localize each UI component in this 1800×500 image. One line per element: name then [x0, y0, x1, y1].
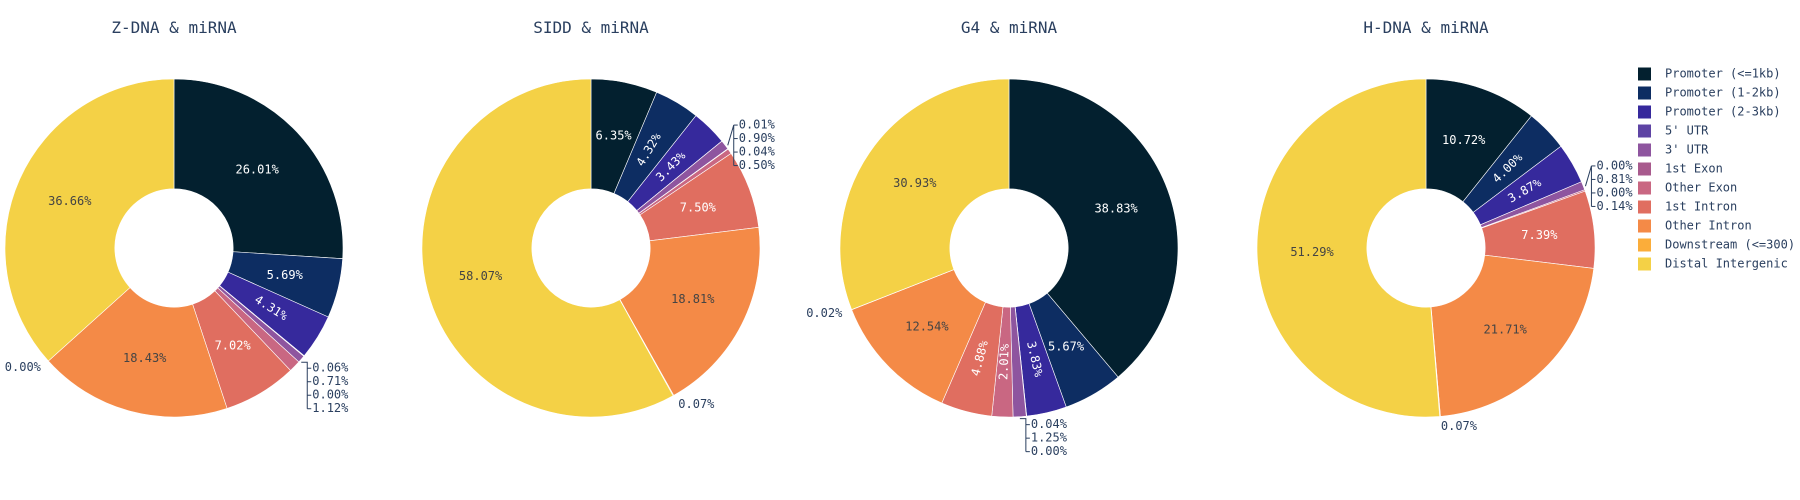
slice-label-downstream-300: 0.00%	[5, 360, 42, 374]
legend-swatch	[1638, 181, 1651, 195]
slice-label-other-intron: 21.71%	[1484, 323, 1528, 337]
legend-label: Other Exon	[1665, 181, 1737, 195]
legend-swatch	[1638, 200, 1651, 214]
pie-slice-other-intron[interactable]	[851, 269, 986, 404]
slice-label-1st-exon: 0.00%	[312, 388, 349, 402]
chart-title: G4 & miRNA	[961, 18, 1058, 37]
pie-slice-other-intron[interactable]	[1430, 254, 1595, 417]
pie-slice-promoter-1kb[interactable]	[1008, 78, 1179, 378]
slice-label-other-exon: 2.01%	[996, 343, 1011, 380]
legend-swatch	[1638, 219, 1651, 233]
slice-label-1st-intron: 7.39%	[1521, 228, 1558, 242]
legend-label: Other Intron	[1665, 219, 1752, 233]
legend-swatch	[1638, 86, 1651, 100]
pie-slice-distal-intergenic[interactable]	[1256, 78, 1441, 418]
legend-item-promoter-2-3kb[interactable]: Promoter (2-3kb)	[1638, 105, 1781, 119]
legend-swatch	[1638, 143, 1651, 157]
slice-label-5-utr: 0.00%	[1596, 158, 1633, 172]
slice-label-5-utr: 0.04%	[1031, 417, 1068, 431]
slice-label-distal-intergenic: 36.66%	[48, 194, 92, 208]
slice-label-downstream-300: 0.02%	[806, 306, 843, 320]
slice-label-other-intron: 12.54%	[905, 320, 949, 334]
legend-item-distal-intergenic[interactable]: Distal Intergenic	[1638, 257, 1788, 271]
legend-item-1st-intron[interactable]: 1st Intron	[1638, 200, 1737, 214]
slice-label-promoter-1kb: 38.83%	[1094, 201, 1138, 215]
pie-slice-other-intron[interactable]	[47, 287, 228, 418]
slice-label-5-utr: 0.01%	[739, 118, 776, 132]
slice-label-promoter-1kb: 26.01%	[235, 162, 279, 176]
slice-label-promoter-1-2kb: 5.69%	[267, 268, 304, 282]
pie-chart-h-dna-mirna: H-DNA & miRNA10.72%4.00%3.87%7.39%21.71%…	[1256, 18, 1633, 433]
slice-label-other-intron: 18.43%	[123, 351, 167, 365]
slice-label-distal-intergenic: 30.93%	[893, 176, 937, 190]
slice-label-3-utr: 1.25%	[1031, 431, 1068, 445]
label-leader-line	[727, 124, 735, 166]
chart-title: Z-DNA & miRNA	[111, 18, 237, 37]
slice-label-3-utr: 0.71%	[312, 374, 349, 388]
pie-slice-distal-intergenic[interactable]	[4, 78, 175, 362]
label-leader-line	[301, 361, 308, 409]
label-leader-line	[1019, 418, 1027, 452]
slice-label-1st-exon: 0.00%	[1596, 185, 1633, 199]
legend-swatch	[1638, 124, 1651, 138]
legend-label: 1st Intron	[1665, 200, 1737, 214]
slice-label-promoter-1-2kb: 5.67%	[1048, 339, 1085, 353]
slice-label-distal-intergenic: 58.07%	[459, 269, 503, 283]
legend-item-other-intron[interactable]: Other Intron	[1638, 219, 1752, 233]
legend-swatch	[1638, 105, 1651, 119]
slice-label-other-exon: 1.12%	[312, 401, 349, 415]
slice-label-other-exon: 0.14%	[1596, 199, 1633, 213]
legend-item-1st-exon[interactable]: 1st Exon	[1638, 162, 1723, 176]
slice-label-1st-exon: 0.00%	[1031, 444, 1068, 458]
slice-label-1st-intron: 7.50%	[680, 201, 717, 215]
slice-label-1st-exon: 0.04%	[739, 145, 776, 159]
slice-label-distal-intergenic: 51.29%	[1290, 245, 1334, 259]
legend-item-promoter-1kb[interactable]: Promoter (<=1kb)	[1638, 67, 1781, 81]
legend-label: Distal Intergenic	[1665, 257, 1788, 271]
legend-label: 3' UTR	[1665, 143, 1709, 157]
legend-label: Promoter (1-2kb)	[1665, 86, 1781, 100]
chart-title: H-DNA & miRNA	[1363, 18, 1489, 37]
legend-swatch	[1638, 238, 1651, 252]
legend-label: 5' UTR	[1665, 124, 1709, 138]
slice-label-downstream-300: 0.07%	[678, 397, 715, 411]
legend-label: 1st Exon	[1665, 162, 1723, 176]
legend-label: Promoter (2-3kb)	[1665, 105, 1781, 119]
pie-slice-other-intron[interactable]	[619, 227, 761, 396]
legend-item-downstream-300[interactable]: Downstream (<=300)	[1638, 238, 1795, 252]
pie-chart-g4-mirna: G4 & miRNA38.83%5.67%3.83%2.01%4.88%12.5…	[806, 18, 1179, 458]
slice-label-5-utr: 0.06%	[312, 361, 349, 375]
legend-item-promoter-1-2kb[interactable]: Promoter (1-2kb)	[1638, 86, 1781, 100]
slice-label-promoter-1kb: 10.72%	[1442, 133, 1486, 147]
legend-item-5-utr[interactable]: 5' UTR	[1638, 124, 1709, 138]
slice-label-other-intron: 18.81%	[671, 292, 715, 306]
chart-title: SIDD & miRNA	[533, 18, 649, 37]
legend-swatch	[1638, 257, 1651, 271]
slice-label-downstream-300: 0.07%	[1441, 419, 1478, 433]
legend-item-other-exon[interactable]: Other Exon	[1638, 181, 1737, 195]
slice-label-3-utr: 0.81%	[1596, 172, 1633, 186]
slice-label-other-exon: 0.50%	[739, 158, 776, 172]
legend-label: Downstream (<=300)	[1665, 238, 1795, 252]
legend-swatch	[1638, 67, 1651, 81]
slice-label-promoter-1kb: 6.35%	[596, 129, 633, 143]
pie-chart-z-dna-mirna: Z-DNA & miRNA26.01%5.69%4.31%7.02%18.43%…	[4, 18, 349, 418]
pie-slice-distal-intergenic[interactable]	[839, 78, 1010, 310]
pie-slice-distal-intergenic[interactable]	[421, 78, 674, 418]
legend-item-3-utr[interactable]: 3' UTR	[1638, 143, 1709, 157]
legend-label: Promoter (<=1kb)	[1665, 67, 1781, 81]
slice-label-1st-intron: 7.02%	[215, 338, 252, 352]
legend: Promoter (<=1kb) Promoter (1-2kb) Promoter…	[1638, 67, 1795, 271]
slice-label-3-utr: 0.90%	[739, 131, 776, 145]
pie-slice-promoter-1kb[interactable]	[173, 78, 344, 260]
legend-swatch	[1638, 162, 1651, 176]
